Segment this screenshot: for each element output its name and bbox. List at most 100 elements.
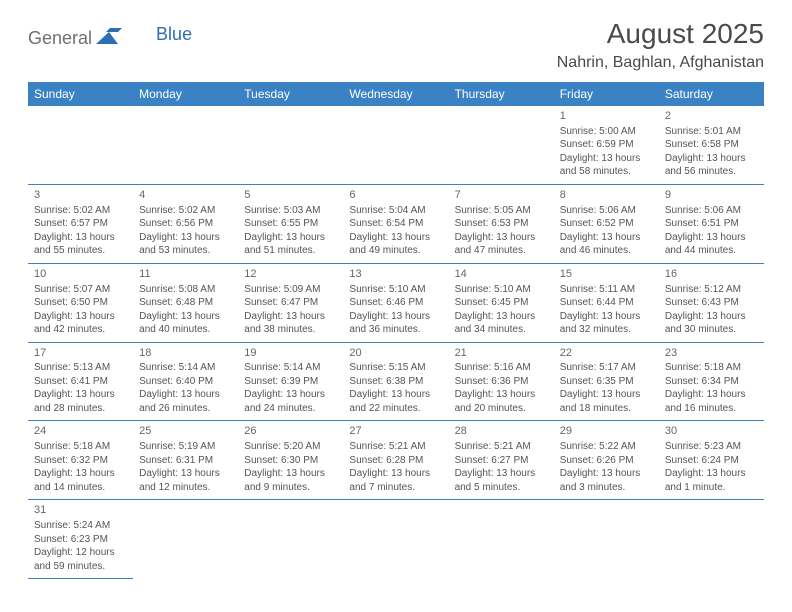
day-number: 3 [34,188,127,203]
day-header-row: SundayMondayTuesdayWednesdayThursdayFrid… [28,82,764,106]
daylight-line: Daylight: 13 hours and 28 minutes. [34,388,127,415]
calendar-week-row: 10Sunrise: 5:07 AMSunset: 6:50 PMDayligh… [28,263,764,342]
day-number: 28 [455,424,548,439]
day-number: 2 [665,109,758,124]
sunset-line: Sunset: 6:45 PM [455,296,548,310]
sunrise-line: Sunrise: 5:17 AM [560,361,653,375]
sunset-line: Sunset: 6:27 PM [455,454,548,468]
sunrise-line: Sunrise: 5:10 AM [349,283,442,297]
daylight-line: Daylight: 13 hours and 42 minutes. [34,310,127,337]
sunset-line: Sunset: 6:58 PM [665,138,758,152]
calendar-cell: 13Sunrise: 5:10 AMSunset: 6:46 PMDayligh… [343,263,448,342]
day-number: 11 [139,267,232,282]
daylight-line: Daylight: 13 hours and 5 minutes. [455,467,548,494]
calendar-cell: 14Sunrise: 5:10 AMSunset: 6:45 PMDayligh… [449,263,554,342]
day-number: 13 [349,267,442,282]
daylight-line: Daylight: 13 hours and 7 minutes. [349,467,442,494]
day-number: 18 [139,346,232,361]
calendar-cell: 28Sunrise: 5:21 AMSunset: 6:27 PMDayligh… [449,421,554,500]
daylight-line: Daylight: 13 hours and 58 minutes. [560,152,653,179]
calendar-cell-empty [238,500,343,579]
sunrise-line: Sunrise: 5:00 AM [560,125,653,139]
daylight-line: Daylight: 13 hours and 1 minute. [665,467,758,494]
calendar-cell-empty [343,500,448,579]
day-header: Thursday [449,82,554,106]
day-number: 27 [349,424,442,439]
calendar-cell-empty [659,500,764,579]
day-number: 26 [244,424,337,439]
daylight-line: Daylight: 13 hours and 9 minutes. [244,467,337,494]
calendar-cell-empty [133,500,238,579]
sunrise-line: Sunrise: 5:05 AM [455,204,548,218]
calendar-cell-empty [28,106,133,184]
calendar-cell: 18Sunrise: 5:14 AMSunset: 6:40 PMDayligh… [133,342,238,421]
sunset-line: Sunset: 6:23 PM [34,533,127,547]
daylight-line: Daylight: 13 hours and 22 minutes. [349,388,442,415]
daylight-line: Daylight: 13 hours and 32 minutes. [560,310,653,337]
calendar-cell: 19Sunrise: 5:14 AMSunset: 6:39 PMDayligh… [238,342,343,421]
daylight-line: Daylight: 13 hours and 46 minutes. [560,231,653,258]
day-number: 23 [665,346,758,361]
sunrise-line: Sunrise: 5:06 AM [560,204,653,218]
sunset-line: Sunset: 6:39 PM [244,375,337,389]
calendar-cell: 11Sunrise: 5:08 AMSunset: 6:48 PMDayligh… [133,263,238,342]
sunrise-line: Sunrise: 5:11 AM [560,283,653,297]
sunset-line: Sunset: 6:28 PM [349,454,442,468]
calendar-cell-empty [343,106,448,184]
logo-text-general: General [28,28,92,49]
daylight-line: Daylight: 13 hours and 49 minutes. [349,231,442,258]
calendar-cell: 4Sunrise: 5:02 AMSunset: 6:56 PMDaylight… [133,184,238,263]
sunrise-line: Sunrise: 5:13 AM [34,361,127,375]
calendar-cell: 25Sunrise: 5:19 AMSunset: 6:31 PMDayligh… [133,421,238,500]
day-number: 24 [34,424,127,439]
sunset-line: Sunset: 6:34 PM [665,375,758,389]
calendar-cell: 30Sunrise: 5:23 AMSunset: 6:24 PMDayligh… [659,421,764,500]
sunset-line: Sunset: 6:36 PM [455,375,548,389]
calendar-cell: 15Sunrise: 5:11 AMSunset: 6:44 PMDayligh… [554,263,659,342]
day-number: 15 [560,267,653,282]
calendar-cell-empty [449,106,554,184]
day-number: 8 [560,188,653,203]
month-title: August 2025 [557,18,764,50]
daylight-line: Daylight: 13 hours and 18 minutes. [560,388,653,415]
daylight-line: Daylight: 13 hours and 16 minutes. [665,388,758,415]
sunrise-line: Sunrise: 5:02 AM [139,204,232,218]
sunset-line: Sunset: 6:59 PM [560,138,653,152]
calendar-cell-empty [133,106,238,184]
daylight-line: Daylight: 13 hours and 40 minutes. [139,310,232,337]
sunrise-line: Sunrise: 5:21 AM [349,440,442,454]
sunset-line: Sunset: 6:31 PM [139,454,232,468]
calendar-cell: 27Sunrise: 5:21 AMSunset: 6:28 PMDayligh… [343,421,448,500]
day-number: 6 [349,188,442,203]
calendar-cell: 22Sunrise: 5:17 AMSunset: 6:35 PMDayligh… [554,342,659,421]
sunset-line: Sunset: 6:53 PM [455,217,548,231]
day-number: 12 [244,267,337,282]
calendar-cell: 23Sunrise: 5:18 AMSunset: 6:34 PMDayligh… [659,342,764,421]
day-header: Wednesday [343,82,448,106]
sunrise-line: Sunrise: 5:19 AM [139,440,232,454]
sunrise-line: Sunrise: 5:14 AM [139,361,232,375]
sunset-line: Sunset: 6:26 PM [560,454,653,468]
calendar-cell: 2Sunrise: 5:01 AMSunset: 6:58 PMDaylight… [659,106,764,184]
calendar-week-row: 31Sunrise: 5:24 AMSunset: 6:23 PMDayligh… [28,500,764,579]
day-number: 20 [349,346,442,361]
sunrise-line: Sunrise: 5:06 AM [665,204,758,218]
sunset-line: Sunset: 6:56 PM [139,217,232,231]
sunrise-line: Sunrise: 5:01 AM [665,125,758,139]
location: Nahrin, Baghlan, Afghanistan [557,54,764,72]
day-number: 19 [244,346,337,361]
logo-mark-icon [96,28,122,49]
sunset-line: Sunset: 6:44 PM [560,296,653,310]
day-number: 10 [34,267,127,282]
day-number: 5 [244,188,337,203]
day-number: 14 [455,267,548,282]
sunset-line: Sunset: 6:54 PM [349,217,442,231]
calendar-cell: 5Sunrise: 5:03 AMSunset: 6:55 PMDaylight… [238,184,343,263]
day-number: 30 [665,424,758,439]
daylight-line: Daylight: 13 hours and 56 minutes. [665,152,758,179]
calendar-cell: 12Sunrise: 5:09 AMSunset: 6:47 PMDayligh… [238,263,343,342]
calendar-cell: 8Sunrise: 5:06 AMSunset: 6:52 PMDaylight… [554,184,659,263]
sunset-line: Sunset: 6:32 PM [34,454,127,468]
day-number: 25 [139,424,232,439]
sunset-line: Sunset: 6:35 PM [560,375,653,389]
